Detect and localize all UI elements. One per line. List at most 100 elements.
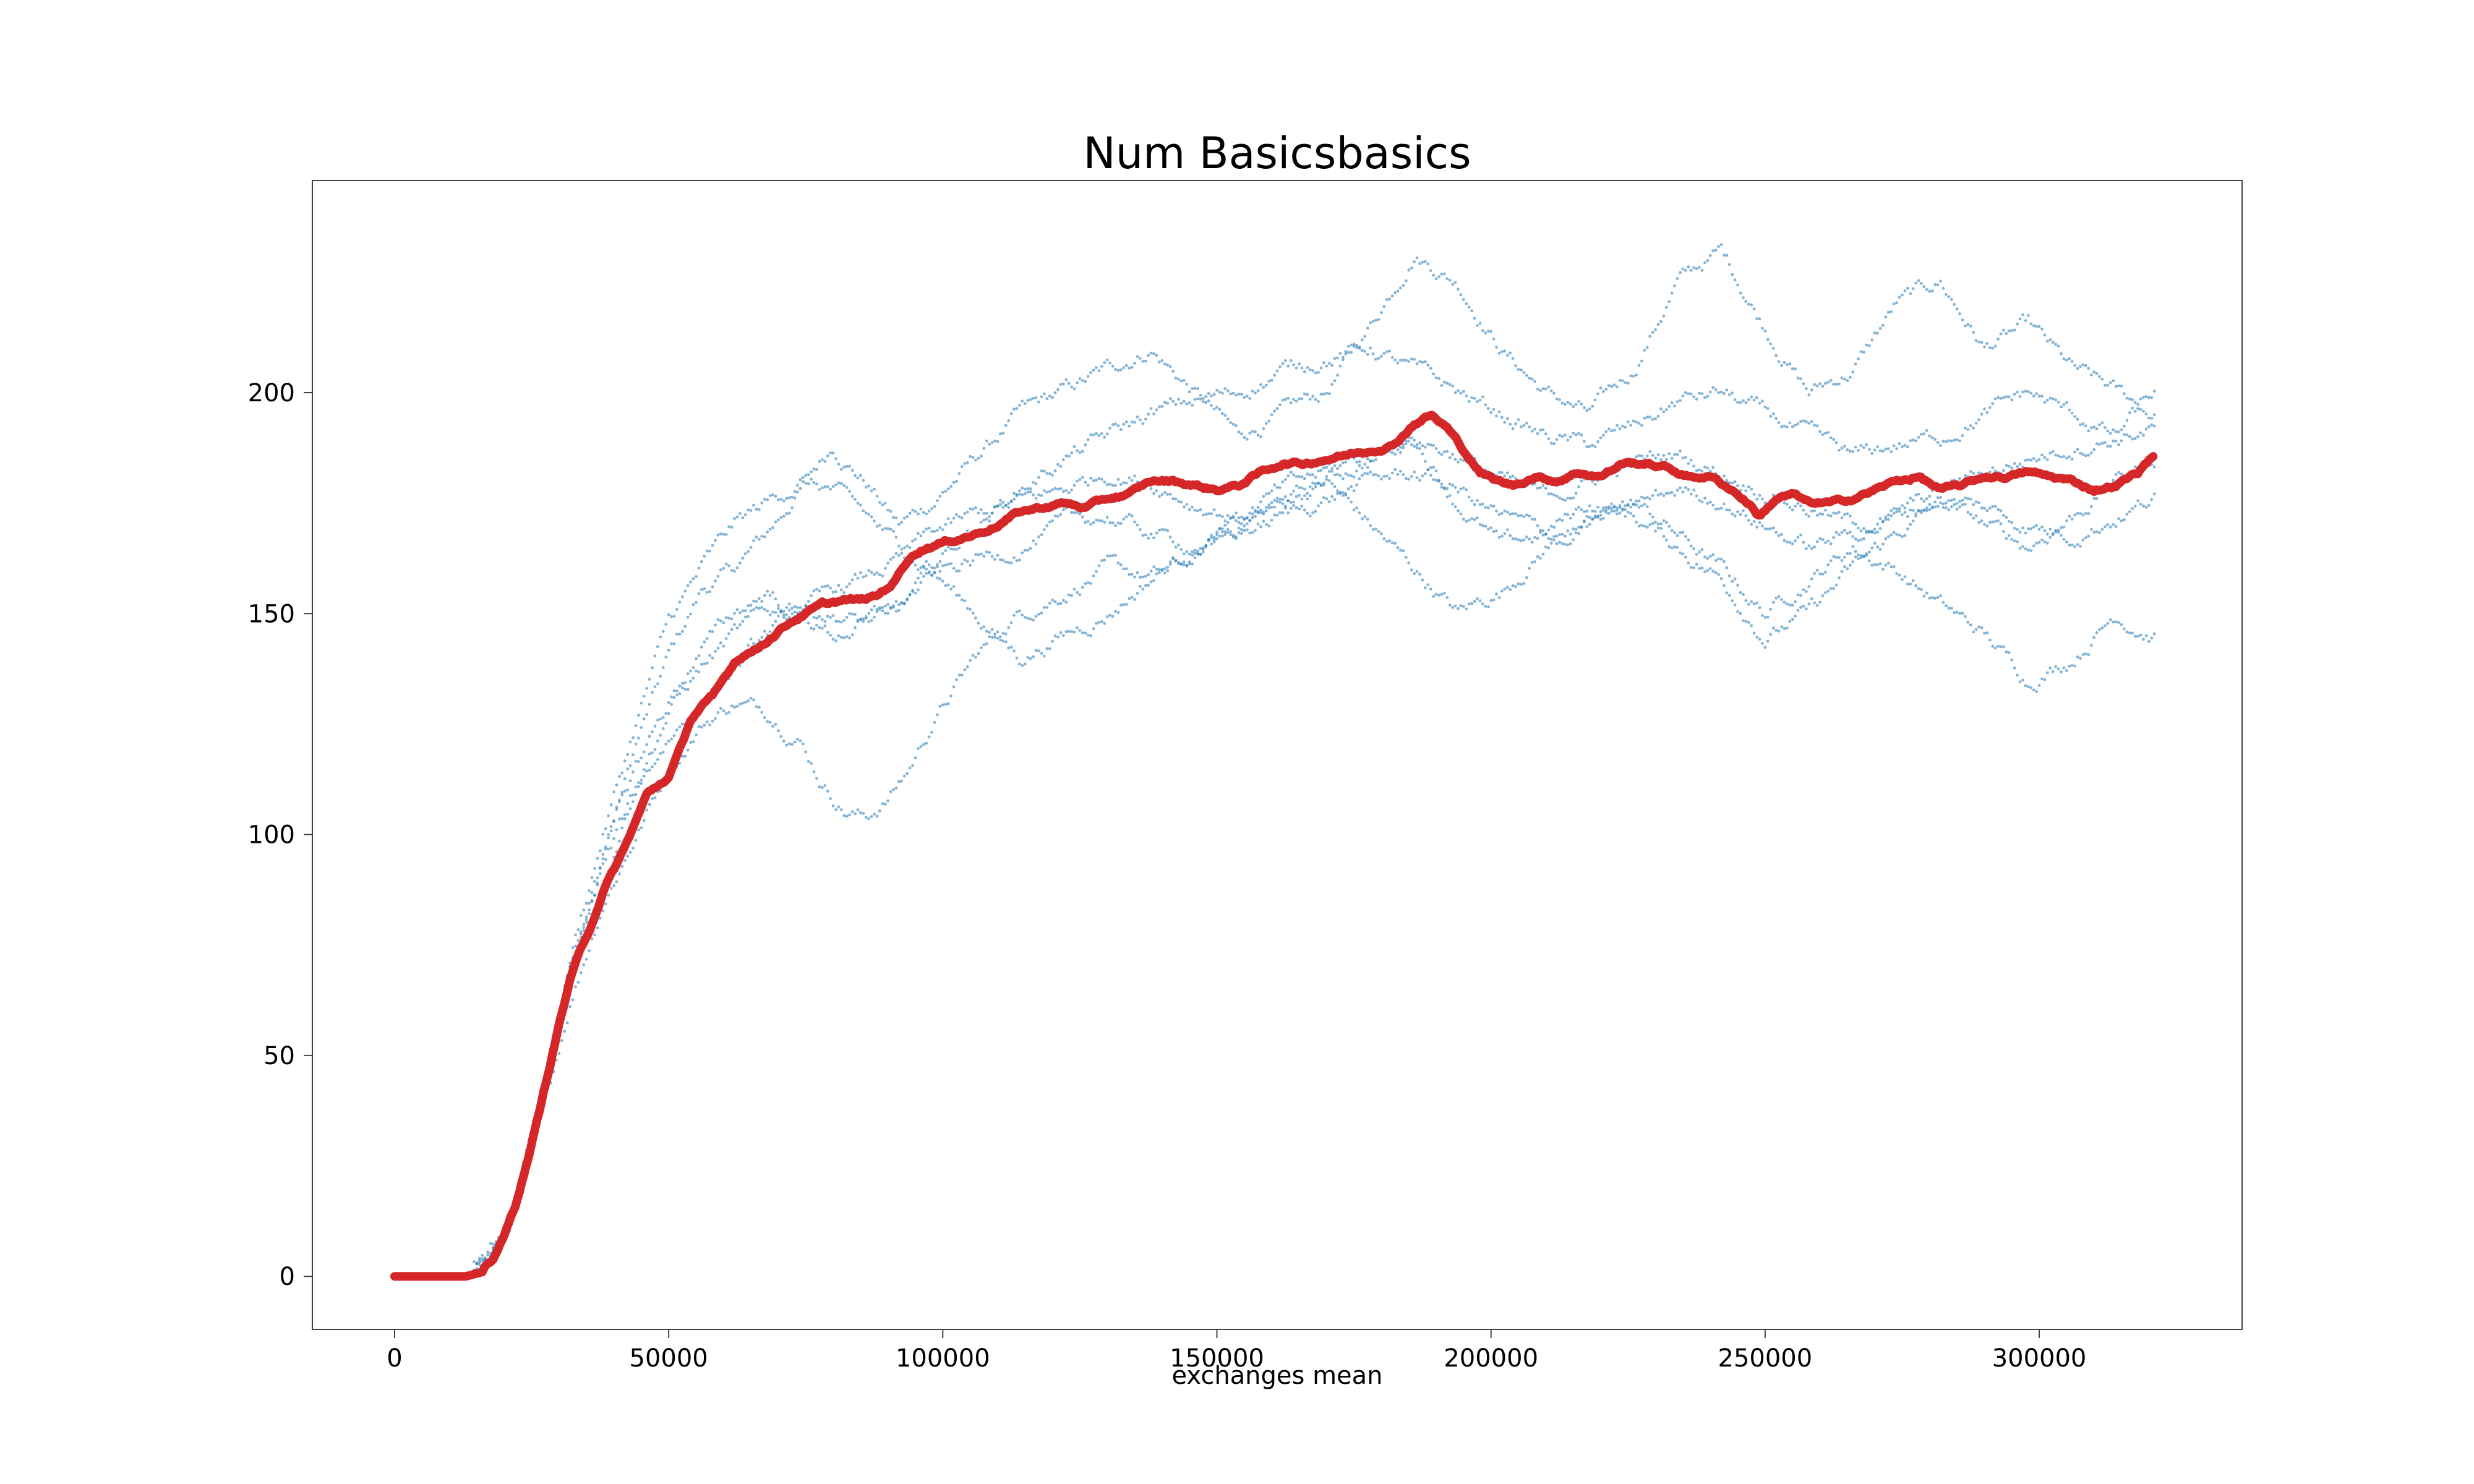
- run-point: [1289, 359, 1293, 362]
- run-point: [1988, 506, 1992, 510]
- run-point: [2095, 497, 2099, 500]
- run-point: [941, 552, 944, 555]
- run-point: [963, 512, 967, 515]
- run-point: [1410, 443, 1413, 446]
- run-point: [1909, 508, 1912, 512]
- run-point: [1974, 421, 1978, 425]
- run-point: [1739, 591, 1742, 594]
- run-point: [1330, 482, 1334, 485]
- run-point: [1275, 369, 1279, 373]
- run-point: [1278, 365, 1282, 369]
- run-point: [1667, 300, 1671, 304]
- run-point: [1599, 510, 1603, 513]
- run-point: [2073, 450, 2077, 454]
- run-point: [1997, 338, 2000, 341]
- run-point: [1911, 579, 1915, 582]
- run-point: [1064, 378, 1068, 382]
- run-point: [1914, 493, 1918, 497]
- run-point: [1585, 510, 1589, 513]
- run-point: [1221, 527, 1224, 531]
- run-point: [1009, 621, 1013, 625]
- run-point: [2026, 685, 2030, 688]
- run-point: [807, 621, 810, 625]
- run-point: [993, 439, 996, 443]
- run-point: [1012, 649, 1016, 653]
- run-point: [1662, 519, 1666, 522]
- chart-title: Num Basicsbasics: [1083, 128, 1471, 179]
- run-point: [1248, 396, 1252, 400]
- run-point: [798, 606, 802, 610]
- run-point: [711, 656, 714, 660]
- run-point: [2073, 513, 2077, 517]
- run-point: [2043, 456, 2047, 459]
- run-point: [1549, 524, 1553, 528]
- run-point: [1086, 438, 1090, 441]
- run-point: [686, 748, 690, 752]
- run-point: [1486, 330, 1490, 333]
- run-point: [988, 631, 991, 634]
- run-point: [1840, 376, 1844, 380]
- run-point: [1517, 368, 1520, 371]
- run-point: [894, 516, 898, 519]
- run-point: [628, 740, 632, 744]
- run-point: [946, 545, 950, 549]
- run-point: [900, 521, 904, 524]
- run-point: [2123, 392, 2126, 396]
- run-point: [1434, 592, 1438, 596]
- run-point: [1122, 603, 1126, 607]
- run-point: [1824, 432, 1827, 435]
- run-point: [1580, 433, 1583, 437]
- run-point: [1191, 404, 1194, 407]
- run-point: [1259, 435, 1262, 438]
- run-point: [1124, 603, 1128, 606]
- run-point: [1632, 419, 1635, 423]
- run-point: [716, 574, 720, 578]
- run-point: [1333, 357, 1337, 360]
- run-point: [2131, 398, 2134, 401]
- run-point: [1698, 468, 1701, 472]
- run-point: [1072, 511, 1076, 514]
- run-point: [1495, 414, 1498, 418]
- run-point: [1517, 514, 1520, 518]
- run-point: [1086, 375, 1090, 378]
- run-point: [807, 760, 810, 763]
- run-point: [1465, 607, 1468, 611]
- run-point: [653, 796, 657, 800]
- run-point: [2060, 534, 2063, 537]
- run-point: [722, 644, 726, 648]
- run-point: [1053, 600, 1057, 603]
- run-point: [1514, 422, 1518, 425]
- run-point: [1563, 542, 1567, 546]
- run-point: [1045, 490, 1049, 494]
- run-point: [574, 933, 577, 937]
- run-point: [1936, 496, 1940, 500]
- run-point: [1286, 364, 1290, 368]
- run-point: [1136, 523, 1139, 527]
- run-point: [1275, 500, 1279, 503]
- run-point: [1215, 533, 1218, 536]
- run-point: [801, 480, 805, 484]
- run-point: [1168, 365, 1172, 368]
- run-point: [1465, 302, 1468, 305]
- run-point: [2125, 419, 2129, 422]
- run-point: [1251, 506, 1254, 510]
- run-point: [949, 562, 952, 566]
- run-point: [1645, 496, 1649, 499]
- run-point: [1873, 531, 1877, 535]
- run-point: [960, 465, 964, 468]
- run-point: [2147, 639, 2151, 643]
- run-point: [1369, 321, 1372, 325]
- run-point: [1067, 593, 1071, 597]
- run-point: [1489, 526, 1493, 529]
- run-point: [1051, 599, 1054, 602]
- run-point: [1314, 398, 1317, 401]
- run-point: [1591, 517, 1594, 521]
- run-point: [2106, 523, 2110, 526]
- run-point: [738, 561, 742, 565]
- run-point: [936, 565, 939, 569]
- run-point: [741, 556, 745, 560]
- run-point: [1451, 385, 1455, 388]
- run-point: [1662, 314, 1666, 318]
- run-point: [1679, 531, 1682, 534]
- run-point: [1188, 562, 1191, 566]
